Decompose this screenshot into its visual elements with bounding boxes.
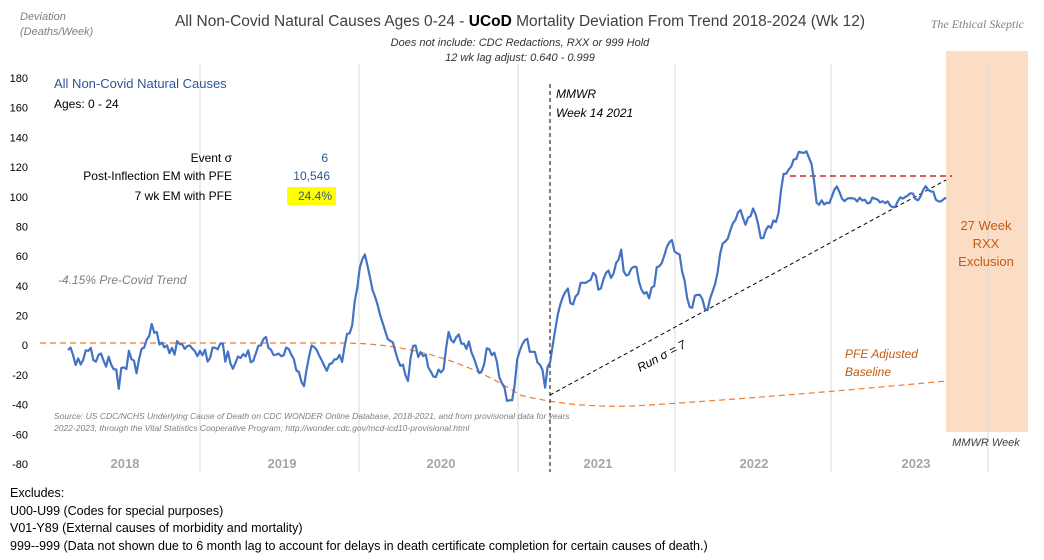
y-tick-label: -20 (12, 370, 28, 382)
y-tick-label: -40 (12, 400, 28, 412)
excludes-title: Excludes: (10, 486, 65, 500)
run-sigma-label: Run σ = 7 (635, 337, 689, 375)
y-tick-label: 140 (10, 132, 28, 144)
x-axis-year-labels: 2018 2019 2020 2021 2022 2023 (111, 456, 931, 471)
x-year-label: 2021 (584, 456, 613, 471)
chart-subtitle-2: 12 wk lag adjust: 0.640 - 0.999 (445, 52, 595, 64)
seven-wk-value: 24.4% (298, 189, 332, 203)
y-tick-label: 40 (16, 281, 28, 293)
y-tick-label: 80 (16, 221, 28, 233)
pfe-baseline-label-1: PFE Adjusted (845, 347, 918, 361)
rxx-exclusion-band (946, 51, 1028, 432)
x-year-label: 2018 (111, 456, 140, 471)
chart-canvas: 180 160 140 120 100 80 60 40 20 0 -20 -40 -60 -80 201… (10, 11, 1028, 472)
excludes-notes: Excludes: U00-U99 (Codes for special pur… (10, 485, 708, 555)
x-year-label: 2020 (427, 456, 456, 471)
post-inflection-value: 10,546 (293, 169, 330, 183)
seven-wk-highlight (287, 187, 336, 205)
mmwr-marker-label-2: Week 14 2021 (556, 106, 633, 120)
y-tick-label: 160 (10, 103, 28, 115)
y-tick-label: 60 (16, 251, 28, 263)
chart-title: All Non-Covid Natural Causes Ages 0-24 -… (175, 13, 865, 30)
x-year-label: 2022 (740, 456, 769, 471)
brand-label: The Ethical Skeptic (931, 17, 1025, 31)
y-axis-ticks: 180 160 140 120 100 80 60 40 20 0 -20 -40 -60 -80 (10, 73, 28, 471)
y-tick-label: 0 (22, 340, 28, 352)
pfe-adjusted-baseline-line (40, 342, 947, 407)
mmwr-marker-label-1: MMWR (556, 87, 596, 101)
legend-series-name: All Non-Covid Natural Causes (54, 76, 227, 91)
excludes-line-2: V01-Y89 (External causes of morbidity an… (10, 521, 303, 535)
pfe-baseline-label-2: Baseline (845, 365, 891, 379)
y-tick-label: -60 (12, 429, 28, 441)
source-note-1: Source: US CDC/NCHS Underlying Cause of … (54, 411, 570, 421)
pre-covid-trend-label: -4.15% Pre-Covid Trend (58, 273, 187, 287)
seven-wk-label: 7 wk EM with PFE (135, 189, 232, 203)
y-tick-label: 20 (16, 311, 28, 323)
y-tick-label: 120 (10, 162, 28, 174)
y-tick-label: 100 (10, 192, 28, 204)
post-inflection-label: Post-Inflection EM with PFE (83, 169, 232, 183)
excludes-line-3: 999--999 (Data not shown due to 6 month … (10, 538, 708, 553)
source-note-2: 2022-2023, through the Vital Statistics … (53, 423, 470, 433)
event-sigma-value: 6 (321, 151, 328, 165)
run-sigma-trend-line (549, 179, 947, 396)
x-year-label: 2019 (268, 456, 297, 471)
y-axis-label-1: Deviation (20, 11, 66, 23)
x-axis-label: MMWR Week (952, 437, 1020, 449)
y-axis-label-2: (Deaths/Week) (20, 26, 93, 38)
rxx-label-3: Exclusion (958, 254, 1014, 269)
y-tick-label: -80 (12, 459, 28, 471)
series-line-all-non-covid (67, 150, 947, 402)
chart-subtitle-1: Does not include: CDC Redactions, RXX or… (391, 37, 651, 49)
x-year-label: 2023 (902, 456, 931, 471)
rxx-label-2: RXX (973, 236, 1000, 251)
rxx-label-1: 27 Week (960, 218, 1012, 233)
ages-label: Ages: 0 - 24 (54, 97, 119, 111)
excludes-line-1: U00-U99 (Codes for special purposes) (10, 503, 224, 518)
event-sigma-label: Event σ (191, 151, 233, 165)
y-tick-label: 180 (10, 73, 28, 85)
